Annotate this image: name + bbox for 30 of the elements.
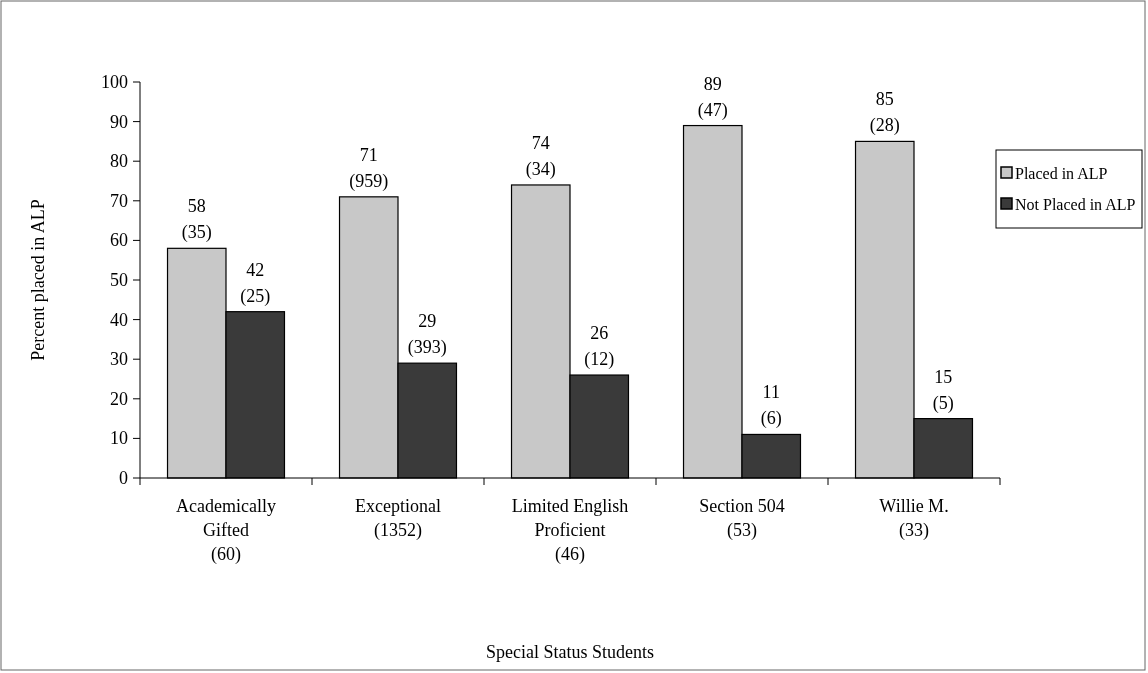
data-label: 58 (35): [181, 196, 212, 244]
data-label: 29 (393): [407, 311, 447, 359]
x-axis-title: Special Status Students: [486, 642, 654, 662]
x-tick-label: Academically Gifted (60): [176, 496, 276, 565]
y-tick-label: 60: [110, 230, 128, 251]
data-label: 42 (25): [240, 259, 271, 307]
x-tick-label: Willie M. (33): [879, 496, 949, 541]
data-label: 15 (5): [932, 366, 954, 414]
y-tick-label: 40: [110, 309, 128, 330]
y-tick-label: 10: [110, 428, 128, 449]
legend-label: Placed in ALP: [1015, 165, 1108, 182]
y-tick-label: 30: [110, 349, 128, 370]
data-label: 11 (6): [760, 382, 782, 430]
y-tick-label: 100: [101, 72, 128, 92]
data-label: 26 (12): [584, 323, 615, 371]
legend-label: Not Placed in ALP: [1015, 196, 1136, 213]
x-tick-label: Exceptional (1352): [355, 496, 441, 541]
y-tick-label: 70: [110, 190, 128, 211]
y-tick-label: 90: [110, 111, 128, 132]
data-label: 71 (959): [349, 144, 389, 192]
y-tick-label: 50: [110, 270, 128, 290]
x-tick-label: Section 504 (53): [699, 496, 785, 541]
x-tick-label: Limited English Proficient (46): [511, 496, 629, 565]
y-tick-label: 20: [110, 388, 128, 409]
y-tick-label: 0: [119, 468, 128, 488]
data-label: 89 (47): [697, 73, 728, 121]
y-tick-label: 80: [110, 151, 128, 172]
data-label: 85 (28): [869, 89, 900, 137]
data-label: 74 (34): [525, 132, 556, 180]
y-axis-title: Percent placed in ALP: [28, 199, 48, 361]
